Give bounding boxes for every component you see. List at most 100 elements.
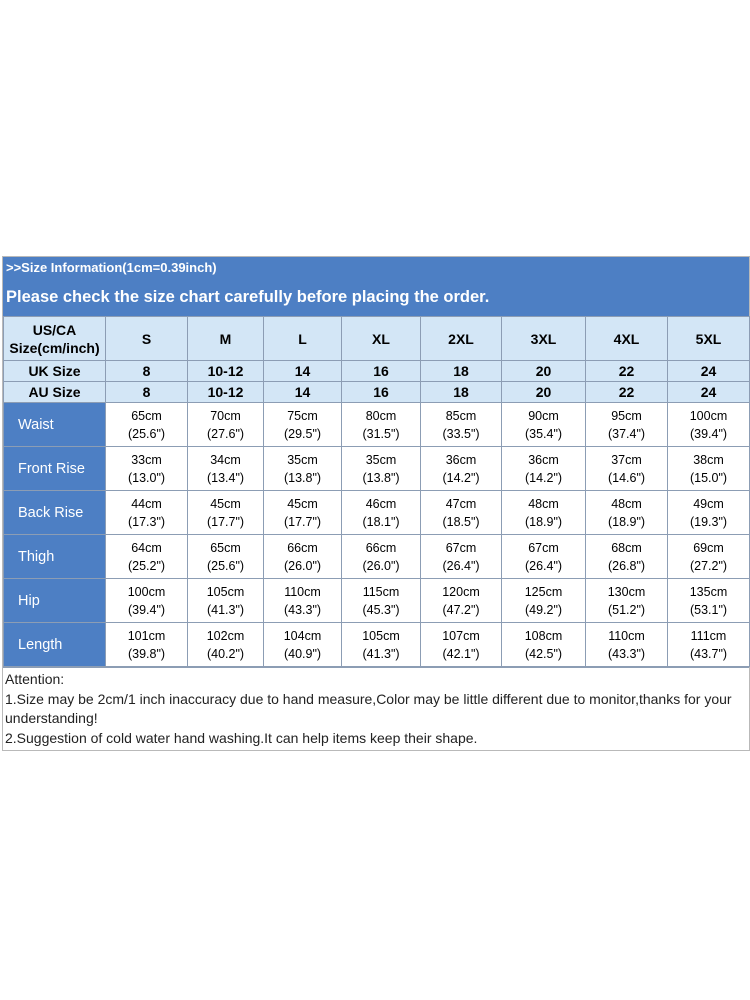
- measurement-cell: 49cm (19.3"): [667, 490, 750, 535]
- measurement-cell: 36cm (14.2"): [420, 446, 502, 491]
- measurement-cm: 36cm: [528, 452, 559, 467]
- measurement-cm: 70cm: [210, 408, 241, 423]
- size-header: XL: [341, 316, 421, 361]
- measurement-cm: 90cm: [528, 408, 559, 423]
- measurement-cm: 65cm: [131, 408, 162, 423]
- measurement-inch: (27.2"): [689, 558, 728, 573]
- measurement-cm: 135cm: [689, 584, 728, 599]
- attention-notes: Attention: 1.Size may be 2cm/1 inch inac…: [3, 667, 749, 750]
- measurement-cm: 67cm: [528, 540, 559, 555]
- measurement-inch: (19.3"): [689, 514, 728, 529]
- measurement-cell: 85cm (33.5"): [420, 402, 502, 447]
- size-header: 4XL: [585, 316, 668, 361]
- measurement-cm: 111cm: [690, 628, 727, 643]
- measurement-inch: (18.5"): [442, 514, 480, 529]
- measurement-cm: 95cm: [611, 408, 642, 423]
- size-header: S: [105, 316, 188, 361]
- measurement-inch: (27.6"): [206, 426, 245, 441]
- measurement-inch: (25.6"): [206, 558, 245, 573]
- uk-size-cell: 16: [341, 360, 421, 382]
- measurement-cell: 70cm (27.6"): [187, 402, 264, 447]
- uk-size-cell: 10-12: [187, 360, 264, 382]
- measurement-cell: 107cm (42.1"): [420, 622, 502, 667]
- measurement-cell: 36cm (14.2"): [501, 446, 586, 491]
- size-header: L: [263, 316, 342, 361]
- measurement-cell: 108cm (42.5"): [501, 622, 586, 667]
- size-notice: Please check the size chart carefully be…: [6, 288, 490, 306]
- measurement-cell: 68cm (26.8"): [585, 534, 668, 579]
- measurement-cell: 75cm (29.5"): [263, 402, 342, 447]
- measurement-inch: (39.4"): [127, 602, 166, 617]
- measurement-cm: 38cm: [693, 452, 724, 467]
- measurement-cell: 120cm (47.2"): [420, 578, 502, 623]
- us-size-row: US/CA Size(cm/inch) S M L XL 2XL 3XL 4XL…: [3, 316, 750, 361]
- measurement-cell: 45cm (17.7"): [187, 490, 264, 535]
- au-size-cell: 18: [420, 381, 502, 403]
- measurement-cm: 45cm: [287, 496, 318, 511]
- measurement-cell: 135cm (53.1"): [667, 578, 750, 623]
- measurement-inch: (40.9"): [283, 646, 322, 661]
- measurement-row: Front Rise 33cm (13.0") 34cm (13.4") 35cm (13.…: [3, 446, 750, 491]
- measurement-cm: 49cm: [693, 496, 724, 511]
- measurement-cm: 35cm: [287, 452, 318, 467]
- measurement-cm: 125cm: [524, 584, 563, 599]
- measurement-cell: 48cm (18.9"): [501, 490, 586, 535]
- measurement-inch: (18.1"): [362, 514, 400, 529]
- measurement-cell: 44cm (17.3"): [105, 490, 188, 535]
- measurement-inch: (14.2"): [524, 470, 563, 485]
- uk-size-label: UK Size: [3, 360, 106, 382]
- measurement-cm: 36cm: [445, 452, 477, 467]
- au-size-cell: 8: [105, 381, 188, 403]
- size-header: 2XL: [420, 316, 502, 361]
- measurement-cm: 80cm: [365, 408, 397, 423]
- measurement-inch: (51.2"): [607, 602, 646, 617]
- measurement-cell: 67cm (26.4"): [501, 534, 586, 579]
- measurement-inch: (26.4"): [442, 558, 480, 573]
- uk-size-cell: 24: [667, 360, 750, 382]
- measurement-cell: 66cm (26.0"): [263, 534, 342, 579]
- measurement-cm: 104cm: [283, 628, 322, 643]
- measurement-inch: (13.8"): [362, 470, 400, 485]
- measurement-inch: (41.3"): [206, 602, 245, 617]
- measurement-cm: 67cm: [445, 540, 477, 555]
- measurement-cell: 100cm (39.4"): [667, 402, 750, 447]
- measurement-cell: 47cm (18.5"): [420, 490, 502, 535]
- measurement-inch: (29.5"): [283, 426, 322, 441]
- measurement-cell: 66cm (26.0"): [341, 534, 421, 579]
- measurement-cm: 33cm: [131, 452, 162, 467]
- uk-size-cell: 18: [420, 360, 502, 382]
- corner-label: US/CA Size(cm/inch): [3, 316, 106, 361]
- measurement-inch: (43.7"): [689, 646, 728, 661]
- measurement-inch: (13.0"): [127, 470, 166, 485]
- measurement-inch: (39.4"): [689, 426, 728, 441]
- measurement-cm: 35cm: [365, 452, 397, 467]
- measurement-cm: 37cm: [611, 452, 642, 467]
- measurement-cell: 69cm (27.2"): [667, 534, 750, 579]
- measurement-row: Waist 65cm (25.6") 70cm (27.6") 75cm (29.5") 80…: [3, 402, 750, 447]
- measurement-cm: 64cm: [131, 540, 162, 555]
- measurement-cell: 105cm (41.3"): [187, 578, 264, 623]
- measurement-cm: 85cm: [445, 408, 477, 423]
- measurement-cm: 105cm: [362, 628, 400, 643]
- measurement-inch: (43.3"): [283, 602, 322, 617]
- measurement-row: Length 101cm (39.8") 102cm (40.2") 104cm (40.9…: [3, 622, 750, 667]
- measurement-cell: 110cm (43.3"): [263, 578, 342, 623]
- measurement-cm: 66cm: [287, 540, 318, 555]
- attention-note-1: 1.Size may be 2cm/1 inch inaccuracy due …: [5, 690, 732, 727]
- uk-size-cell: 8: [105, 360, 188, 382]
- measurement-cell: 64cm (25.2"): [105, 534, 188, 579]
- measurement-inch: (53.1"): [689, 602, 728, 617]
- measurement-cell: 115cm (45.3"): [341, 578, 421, 623]
- measurement-cm: 105cm: [206, 584, 245, 599]
- measurement-inch: (26.4"): [524, 558, 563, 573]
- measurement-inch: (17.3"): [127, 514, 166, 529]
- measurement-cm: 44cm: [131, 496, 162, 511]
- measurement-inch: (37.4"): [607, 426, 646, 441]
- measurement-label: Waist: [3, 402, 106, 447]
- measurement-cell: 80cm (31.5"): [341, 402, 421, 447]
- au-size-cell: 24: [667, 381, 750, 403]
- measurement-inch: (49.2"): [524, 602, 563, 617]
- measurement-cell: 67cm (26.4"): [420, 534, 502, 579]
- size-table: US/CA Size(cm/inch) S M L XL 2XL 3XL 4XL…: [3, 316, 750, 667]
- measurement-inch: (18.9"): [607, 514, 646, 529]
